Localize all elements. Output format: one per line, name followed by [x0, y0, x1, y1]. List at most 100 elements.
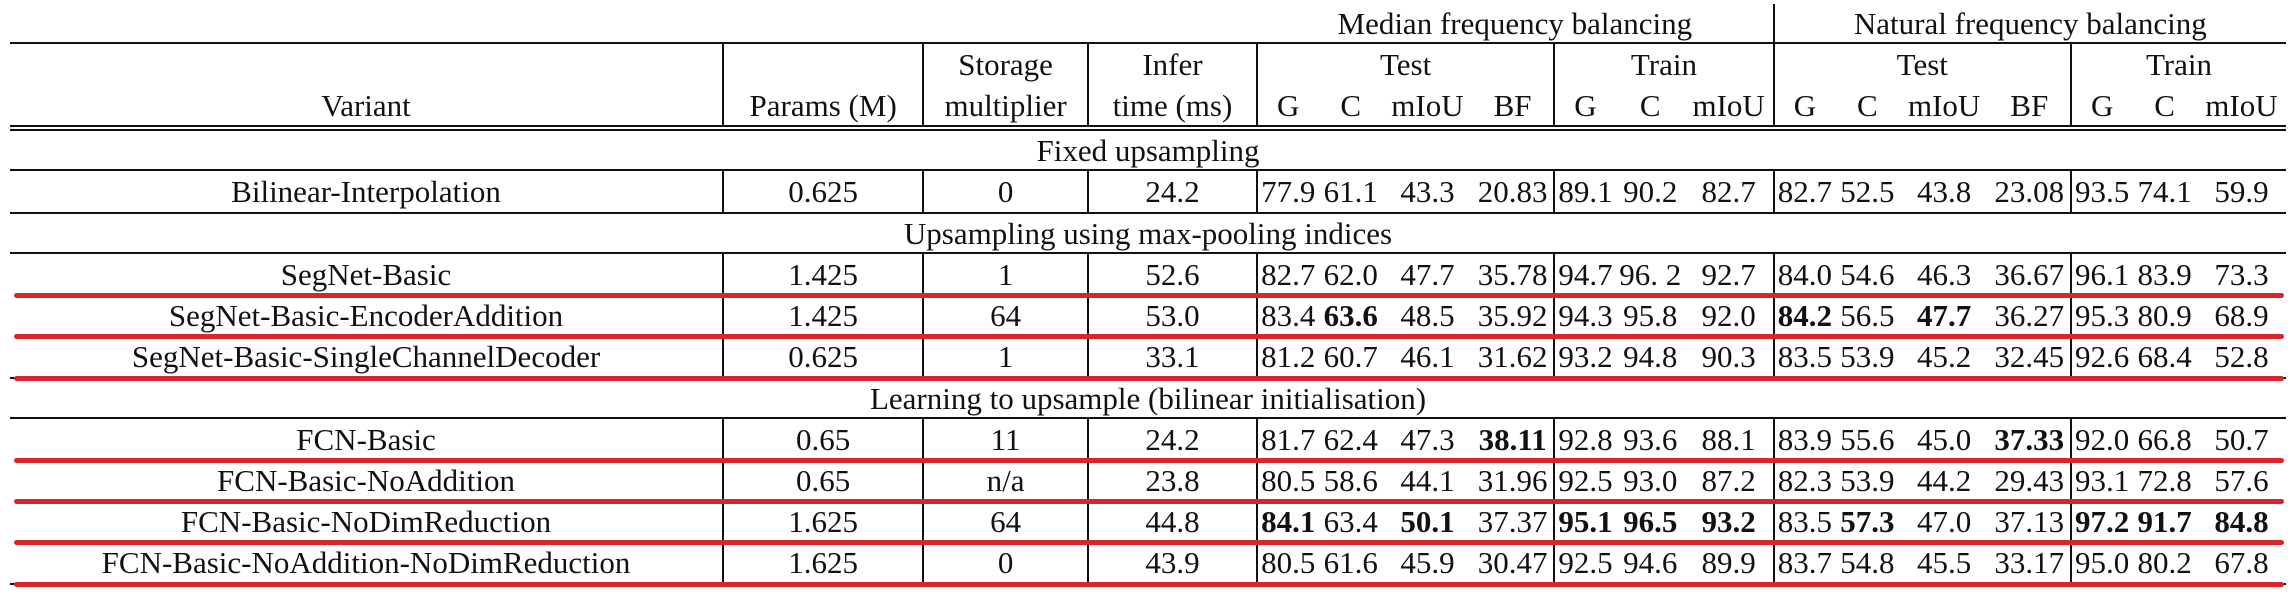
cell-median-test-miou: 43.3 — [1382, 170, 1472, 214]
cell-median-test-miou: 47.7 — [1400, 257, 1455, 292]
cell-infer: 52.6 — [1086, 253, 1257, 295]
cell-natural-test-g: 84.0 — [1772, 253, 1836, 295]
cell-natural-train-miou-bold: 84.8 — [2214, 504, 2269, 539]
cell-median-train-c: 93.0 — [1623, 463, 1678, 498]
cell-median-train-miou: 90.3 — [1684, 336, 1774, 379]
cell-median-test-c: 63.6 — [1318, 295, 1383, 336]
cell-median-train-c: 96. 2 — [1619, 257, 1682, 292]
table-row: FCN-Basic-NoDimReduction 1.625 64 44.8 84.1 6… — [10, 501, 2286, 542]
col-median-train-miou: mIoU — [1692, 87, 1765, 123]
col-infer: time (ms) — [1086, 85, 1257, 128]
col-natural-test-g: G — [1772, 85, 1836, 128]
cell-natural-test-miou: 47.0 — [1916, 504, 1972, 539]
cell-median-train-miou: 93.2 — [1685, 501, 1774, 542]
cell-storage: n/a — [922, 460, 1088, 501]
col-storage: multiplier — [922, 85, 1088, 128]
cell-natural-test-bf: 33.17 — [1988, 542, 2071, 585]
red-underline-annotation — [14, 293, 2284, 298]
cell-natural-test-g: 83.5 — [1772, 336, 1836, 379]
col-median-train-c: C — [1639, 87, 1661, 123]
cell-params: 1.625 — [722, 542, 924, 585]
cell-median-test-c: 60.7 — [1318, 336, 1383, 379]
cell-natural-train-g: 97.2 — [2069, 501, 2133, 542]
cell-median-test-miou: 50.1 — [1383, 501, 1472, 542]
red-underline-annotation — [14, 582, 2284, 587]
cell-median-test-bf: 35.92 — [1477, 298, 1548, 333]
cell-median-test-bf: 30.47 — [1471, 542, 1555, 585]
cell-variant: FCN-Basic-NoDimReduction — [180, 504, 552, 539]
red-underline-annotation — [14, 376, 2284, 381]
cell-params: 1.625 — [722, 501, 924, 542]
cell-median-test-g: 80.5 — [1255, 460, 1319, 501]
cell-natural-test-miou-bold: 47.7 — [1916, 298, 1972, 333]
cell-natural-test-c-bold: 57.3 — [1840, 504, 1895, 539]
cell-variant: Bilinear-Interpolation — [10, 170, 724, 214]
col-natural-test-c: C — [1857, 87, 1878, 123]
cell-natural-train-g: 92.6 — [2069, 336, 2133, 379]
cell-params: 0.65 — [722, 460, 924, 501]
cell-median-train-g-bold: 95.1 — [1558, 504, 1613, 539]
cell-natural-train-miou: 84.8 — [2197, 501, 2286, 542]
cell-natural-train-c: 80.9 — [2137, 298, 2192, 333]
cell-infer: 44.8 — [1086, 501, 1257, 542]
col-median-test-g: G — [1255, 85, 1319, 128]
cell-median-test-g: 84.1 — [1255, 501, 1319, 542]
table-row: SegNet-Basic-SingleChannelDecoder 0.625 1 3… — [10, 336, 2286, 379]
cell-natural-test-g: 84.2 — [1772, 295, 1836, 336]
subheader-natural-test: Test — [1772, 42, 2071, 85]
cell-natural-test-bf: 36.27 — [1994, 298, 2065, 333]
cell-median-train-c: 93.6 — [1623, 422, 1678, 457]
cell-median-train-g: 92.5 — [1553, 460, 1616, 501]
cell-natural-train-c: 68.4 — [2132, 336, 2197, 379]
cell-median-test-c: 62.4 — [1323, 422, 1378, 457]
cell-infer: 23.8 — [1086, 460, 1257, 501]
section-title: Learning to upsample (bilinear initialis… — [10, 378, 2286, 419]
cell-variant: SegNet-Basic — [280, 257, 452, 292]
cell-params: 0.65 — [722, 418, 924, 460]
cell-natural-test-c: 53.9 — [1835, 336, 1900, 379]
subheader-median-test: Test — [1255, 42, 1555, 85]
cell-natural-test-miou: 45.5 — [1899, 542, 1989, 585]
cell-median-test-miou-bold: 50.1 — [1400, 504, 1455, 539]
cell-median-test-c: 63.4 — [1323, 504, 1378, 539]
table-row: FCN-Basic-NoAddition-NoDimReduction 1.625… — [10, 542, 2286, 585]
cell-median-test-bf: 31.96 — [1477, 463, 1548, 498]
cell-natural-train-c-bold: 91.7 — [2137, 504, 2192, 539]
cell-median-test-c-bold: 63.6 — [1323, 298, 1378, 333]
cell-natural-test-bf-bold: 37.33 — [1994, 422, 2065, 457]
col-median-test-miou: mIoU — [1391, 87, 1464, 123]
cell-natural-train-g: 93.1 — [2069, 460, 2133, 501]
cell-natural-train-g: 96.1 — [2069, 253, 2133, 295]
cell-median-test-g: 81.7 — [1255, 418, 1319, 460]
cell-storage: 0 — [922, 542, 1088, 585]
cell-natural-train-miou: 50.7 — [2214, 422, 2269, 457]
results-table: Median frequency balancing Natural frequ… — [10, 4, 2286, 585]
column-header-row: Variant Params (M) multiplier time (ms) … — [10, 85, 2286, 128]
table-row: SegNet-Basic-EncoderAddition 1.425 64 53.0 8… — [10, 295, 2286, 336]
cell-median-test-bf: 38.11 — [1472, 418, 1554, 460]
cell-variant: SegNet-Basic-SingleChannelDecoder — [10, 336, 724, 379]
cell-natural-train-g-bold: 97.2 — [2075, 504, 2130, 539]
cell-variant: FCN-Basic-NoAddition-NoDimReduction — [10, 542, 724, 585]
cell-natural-train-c: 80.2 — [2132, 542, 2197, 585]
cell-median-test-bf: 20.83 — [1471, 170, 1555, 214]
cell-median-test-miou: 46.1 — [1382, 336, 1472, 379]
cell-median-train-c: 95.8 — [1623, 298, 1678, 333]
cell-natural-train-miou: 57.6 — [2214, 463, 2269, 498]
cell-median-test-c: 62.0 — [1323, 257, 1378, 292]
subheader-storage: Storage — [922, 42, 1088, 85]
red-underline-annotation — [14, 540, 2284, 545]
cell-variant: FCN-Basic-NoAddition — [217, 463, 515, 498]
cell-median-train-miou: 89.9 — [1684, 542, 1774, 585]
cell-median-test-c: 61.1 — [1318, 170, 1383, 214]
cell-natural-test-bf: 23.08 — [1988, 170, 2071, 214]
cell-natural-test-miou: 47.7 — [1900, 295, 1989, 336]
cell-natural-test-c: 55.6 — [1840, 422, 1895, 457]
cell-median-test-c: 61.6 — [1318, 542, 1383, 585]
section-title: Upsampling using max-pooling indices — [10, 213, 2286, 254]
cell-median-train-g: 92.5 — [1553, 542, 1616, 585]
section-header-row: Upsampling using max-pooling indices — [10, 213, 2286, 254]
cell-median-test-miou: 45.9 — [1382, 542, 1472, 585]
cell-natural-train-g: 95.0 — [2069, 542, 2133, 585]
